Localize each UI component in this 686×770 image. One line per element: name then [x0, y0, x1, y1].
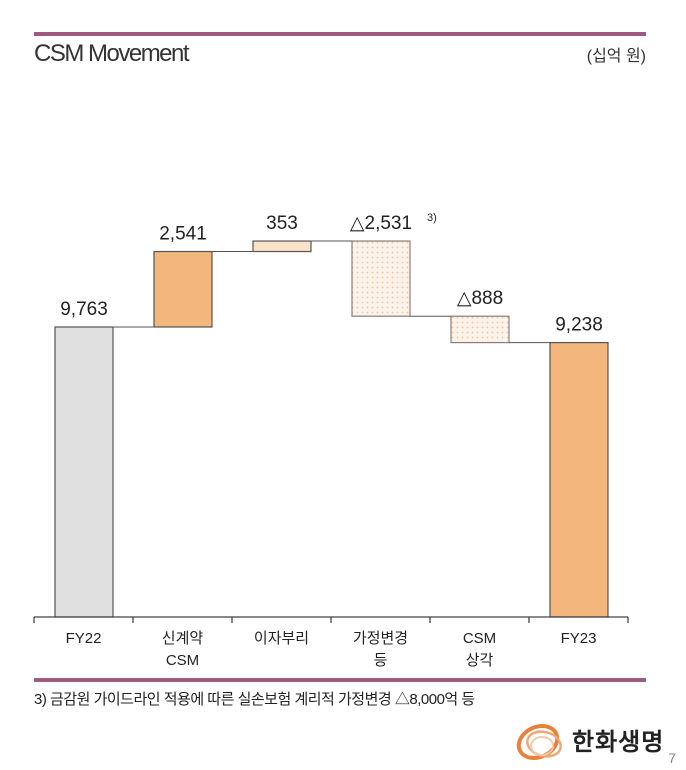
logo-text: 한화생명 — [572, 729, 665, 756]
value-label: 9,238 — [555, 315, 603, 336]
chart-bars — [54, 240, 609, 618]
value-labels: 9,763 2,541 353 △2,531 3) △888 9,238 — [60, 212, 603, 336]
category-label: 이자부리 — [254, 630, 309, 647]
page-title: CSM Movement — [34, 40, 190, 67]
value-label: △888 — [457, 288, 503, 309]
hanwha-rings-icon — [516, 723, 562, 761]
category-label: FY22 — [66, 630, 102, 647]
category-label: CSM — [166, 652, 199, 669]
bar-0 — [54, 326, 114, 618]
category-label: 신계약 — [162, 630, 204, 647]
value-label: 353 — [266, 213, 298, 234]
bar-4 — [450, 315, 510, 344]
bar-3 — [351, 240, 411, 317]
top-rule — [34, 32, 646, 36]
category-label: 가정변경 — [353, 630, 408, 647]
category-label: CSM — [463, 630, 496, 647]
footnote: 3) 금감원 가이드라인 적용에 따른 실손보험 계리적 가정변경 △8,000… — [34, 691, 475, 708]
company-logo: 한화생명 7 — [512, 718, 682, 766]
value-label: △2,531 — [350, 213, 412, 234]
value-label: 9,763 — [60, 299, 108, 320]
category-label: 등 — [374, 652, 388, 669]
category-label: FY23 — [561, 630, 597, 647]
value-label: 2,541 — [159, 224, 207, 245]
page-number: 7 — [668, 750, 676, 766]
category-label: 상각 — [466, 652, 494, 669]
bar-1 — [153, 250, 213, 328]
bar-2 — [252, 240, 312, 253]
bottom-rule — [34, 678, 646, 682]
unit-label: (십억 원) — [586, 48, 646, 65]
bar-5 — [549, 341, 609, 618]
footnote-marker: 3) — [427, 212, 437, 224]
